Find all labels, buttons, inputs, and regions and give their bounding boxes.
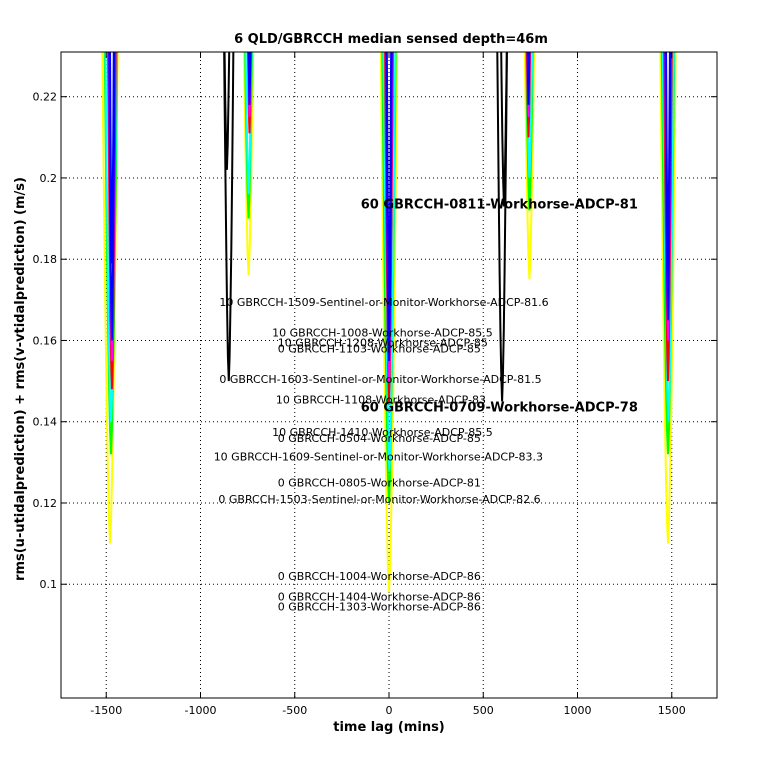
x-tick-label: 0 (386, 704, 393, 717)
x-axis-title: time lag (mins) (333, 720, 445, 735)
series-line (243, 52, 255, 276)
series-line (526, 52, 531, 105)
series-line (379, 52, 399, 593)
plot-area (101, 52, 677, 593)
annotation-label: 0 GBRCCH-1004-Workhorse-ADCP-86 (278, 570, 481, 583)
series-line (525, 52, 534, 178)
annotation-label: 10 GBRCCH-1509-Sentinel-or-Monitor-Workh… (219, 296, 548, 309)
y-tick-label: 0.14 (33, 416, 58, 429)
series-line (523, 52, 536, 280)
x-tick-label: -1500 (90, 704, 122, 717)
annotation-label: 0 GBRCCH-1503-Sentinel-or-Monitor-Workho… (218, 493, 540, 506)
series-line (223, 52, 235, 382)
y-tick-label: 0.2 (40, 172, 58, 185)
annotation-label: 60 GBRCCH-0709-Workhorse-ADCP-78 (361, 401, 638, 416)
annotation-label: 0 GBRCCH-1303-Workhorse-ADCP-86 (278, 601, 481, 614)
x-tick-label: -1000 (185, 704, 217, 717)
series-line (526, 52, 531, 118)
series-line (109, 52, 115, 264)
series-line (247, 52, 252, 105)
series-line (382, 52, 397, 471)
annotation-label: 0 GBRCCH-1103-Workhorse-ADCP-85 (278, 343, 481, 356)
annotation-label: 10 GBRCCH-1410-Workhorse-ADCP-85.5 (272, 426, 493, 439)
annotation-label: 0 GBRCCH-1404-Workhorse-ADCP-86 (278, 590, 481, 603)
series-line (659, 52, 677, 544)
y-tick-label: 0.22 (33, 91, 58, 104)
y-tick-label: 0.12 (33, 497, 58, 510)
y-axis-title: rms(u-utidalprediction) + rms(v-vtidalpr… (13, 177, 28, 581)
series-line (663, 52, 673, 341)
x-tick-label: 1500 (658, 704, 686, 717)
series-line (247, 52, 252, 118)
annotation-label: 60 GBRCCH-0811-Workhorse-ADCP-81 (361, 197, 638, 212)
annotation-label: 10 GBRCCH-1108-Workhorse-ADCP-83 (276, 393, 486, 406)
axes: -1500 -1000 -500 0 500 1000 1500 0.1 0.12 0.14 0.1… (33, 51, 718, 717)
y-tick-label: 0.18 (33, 253, 58, 266)
annotation-label: 10 GBRCCH-1208-Workhorse-ADCP-85 (278, 337, 488, 350)
x-tick-label: 500 (473, 704, 494, 717)
annotation-label: 0 GBRCCH-0805-Workhorse-ADCP-81 (278, 477, 481, 490)
series-line (244, 52, 253, 195)
series-line (244, 52, 254, 219)
series-line (107, 52, 117, 361)
annotation-label: 0 GBRCCH-0504-Workhorse-ADCP-85 (278, 432, 481, 445)
series-line (500, 52, 508, 207)
series-line (525, 52, 534, 211)
series-line (248, 52, 251, 77)
series-line (664, 52, 672, 321)
series-line (661, 52, 675, 422)
series-line (385, 52, 393, 361)
series-line (525, 52, 532, 138)
chart-title: 6 QLD/GBRCCH median sensed depth=46m (234, 32, 548, 47)
x-tick-label: -500 (282, 704, 307, 717)
series-line (246, 52, 253, 134)
series-line (385, 52, 393, 309)
annotations: 60 GBRCCH-0811-Workhorse-ADCP-81 10 GBRCC… (214, 197, 638, 613)
series-line (665, 52, 671, 272)
x-tick-label: 1000 (564, 704, 592, 717)
y-tick-label: 0.16 (33, 334, 58, 347)
series-line (223, 52, 231, 170)
annotation-label: 10 GBRCCH-1008-Workhorse-ADCP-85.5 (272, 326, 493, 339)
annotation-label: 0 GBRCCH-1603-Sentinel-or-Monitor-Workho… (219, 373, 541, 386)
y-tick-label: 0.1 (40, 578, 58, 591)
series-line (527, 52, 530, 77)
annotation-label: 10 GBRCCH-1609-Sentinel-or-Monitor-Workh… (214, 450, 543, 463)
series-line (108, 52, 116, 341)
